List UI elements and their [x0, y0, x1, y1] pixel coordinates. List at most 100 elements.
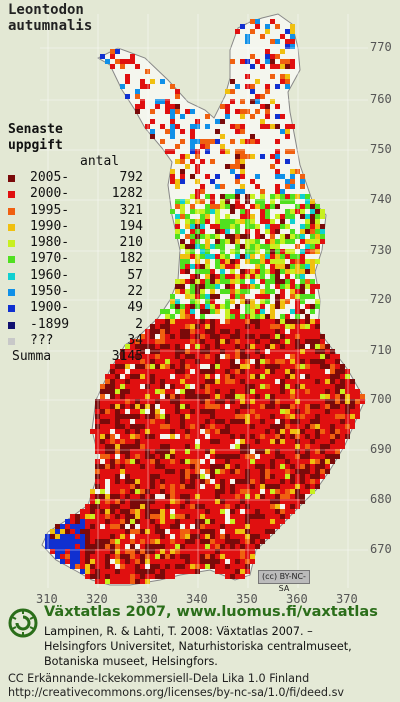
occurrence-cell	[175, 369, 180, 374]
occurrence-cell	[95, 544, 100, 549]
occurrence-cell	[225, 474, 230, 479]
occurrence-cell	[175, 184, 180, 189]
occurrence-cell	[260, 439, 265, 444]
occurrence-cell	[180, 339, 185, 344]
occurrence-cell	[100, 534, 105, 539]
occurrence-cell	[315, 234, 320, 239]
occurrence-cell	[110, 524, 115, 529]
occurrence-cell	[285, 84, 290, 89]
occurrence-cell	[250, 84, 255, 89]
occurrence-cell	[350, 404, 355, 409]
occurrence-cell	[320, 339, 325, 344]
occurrence-cell	[250, 399, 255, 404]
occurrence-cell	[130, 459, 135, 464]
occurrence-cell	[120, 469, 125, 474]
occurrence-cell	[225, 304, 230, 309]
occurrence-cell	[355, 394, 360, 399]
occurrence-cell	[245, 519, 250, 524]
occurrence-cell	[95, 579, 100, 584]
occurrence-cell	[205, 469, 210, 474]
occurrence-cell	[190, 569, 195, 574]
occurrence-cell	[300, 184, 305, 189]
occurrence-cell	[245, 444, 250, 449]
occurrence-cell	[235, 219, 240, 224]
legend-period: 1990-	[30, 218, 70, 234]
occurrence-cell	[230, 484, 235, 489]
occurrence-cell	[285, 39, 290, 44]
occurrence-cell	[290, 124, 295, 129]
brand-link[interactable]: Växtatlas 2007, www.luomus.fi/vaxtatlas	[44, 604, 378, 620]
occurrence-cell	[210, 334, 215, 339]
occurrence-cell	[345, 414, 350, 419]
occurrence-cell	[205, 254, 210, 259]
easting-tick-label: 340	[186, 592, 208, 606]
occurrence-cell	[160, 404, 165, 409]
occurrence-cell	[175, 104, 180, 109]
occurrence-cell	[285, 324, 290, 329]
license-url[interactable]: http://creativecommons.org/licenses/by-n…	[8, 686, 345, 699]
occurrence-cell	[305, 349, 310, 354]
occurrence-cell	[235, 254, 240, 259]
occurrence-cell	[170, 564, 175, 569]
occurrence-cell	[245, 234, 250, 239]
occurrence-cell	[250, 54, 255, 59]
occurrence-cell	[195, 279, 200, 284]
legend-count: 2	[135, 316, 143, 332]
occurrence-cell	[90, 509, 95, 514]
occurrence-cell	[190, 519, 195, 524]
occurrence-cell	[210, 519, 215, 524]
occurrence-cell	[335, 374, 340, 379]
occurrence-cell	[105, 474, 110, 479]
occurrence-cell	[205, 424, 210, 429]
occurrence-cell	[325, 464, 330, 469]
occurrence-cell	[225, 204, 230, 209]
occurrence-cell	[240, 419, 245, 424]
occurrence-cell	[265, 354, 270, 359]
occurrence-cell	[260, 329, 265, 334]
occurrence-cell	[115, 544, 120, 549]
occurrence-cell	[290, 194, 295, 199]
occurrence-cell	[285, 429, 290, 434]
occurrence-cell	[215, 184, 220, 189]
occurrence-cell	[265, 474, 270, 479]
occurrence-cell	[140, 544, 145, 549]
occurrence-cell	[165, 499, 170, 504]
occurrence-cell	[290, 199, 295, 204]
occurrence-cell	[315, 204, 320, 209]
occurrence-cell	[310, 234, 315, 239]
occurrence-cell	[220, 489, 225, 494]
occurrence-cell	[145, 84, 150, 89]
occurrence-cell	[230, 339, 235, 344]
legend-period: 2005-	[30, 170, 70, 185]
occurrence-cell	[120, 379, 125, 384]
occurrence-cell	[330, 449, 335, 454]
occurrence-cell	[310, 424, 315, 429]
occurrence-cell	[190, 204, 195, 209]
occurrence-cell	[315, 399, 320, 404]
occurrence-cell	[235, 449, 240, 454]
occurrence-cell	[240, 234, 245, 239]
occurrence-cell	[180, 499, 185, 504]
occurrence-cell	[255, 429, 260, 434]
occurrence-cell	[90, 564, 95, 569]
occurrence-cell	[220, 459, 225, 464]
occurrence-cell	[125, 74, 130, 79]
occurrence-cell	[265, 464, 270, 469]
occurrence-cell	[130, 54, 135, 59]
occurrence-cell	[215, 559, 220, 564]
occurrence-cell	[230, 489, 235, 494]
occurrence-cell	[165, 459, 170, 464]
occurrence-cell	[325, 414, 330, 419]
occurrence-cell	[125, 59, 130, 64]
occurrence-cell	[270, 394, 275, 399]
occurrence-cell	[170, 329, 175, 334]
occurrence-cell	[115, 59, 120, 64]
occurrence-cell	[215, 499, 220, 504]
occurrence-cell	[150, 369, 155, 374]
occurrence-cell	[190, 399, 195, 404]
occurrence-cell	[320, 334, 325, 339]
occurrence-cell	[270, 359, 275, 364]
legend-count: 22	[127, 284, 143, 300]
occurrence-cell	[250, 469, 255, 474]
occurrence-cell	[290, 504, 295, 509]
